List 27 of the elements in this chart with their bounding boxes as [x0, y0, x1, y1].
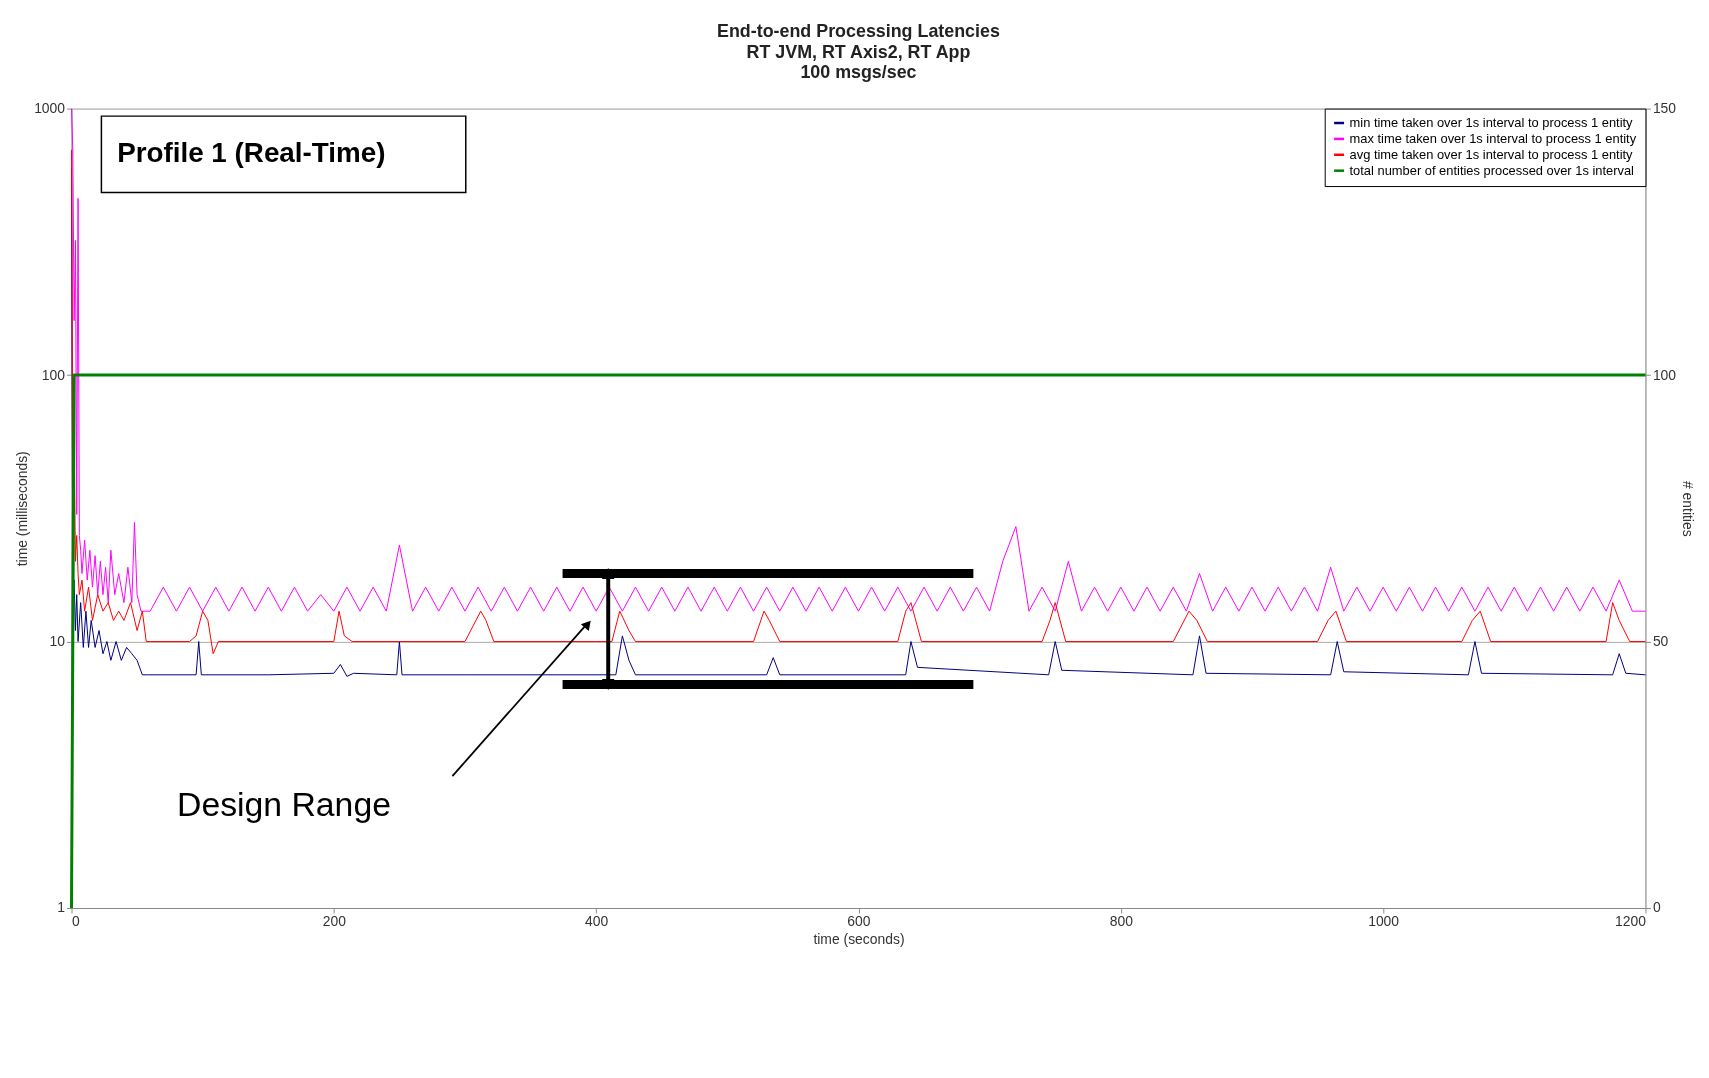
- y-tick-label: 1000: [34, 100, 66, 117]
- x-tick-label: 0: [71, 913, 80, 930]
- y-tick-label: 100: [41, 366, 66, 383]
- annotation: Profile 1 (Real-Time): [117, 137, 386, 169]
- x-tick-label: 800: [1109, 913, 1134, 930]
- y2-tick-label: 150: [1652, 100, 1677, 117]
- chart-subtitle: RT JVM, RT Axis2, RT App 100 msgs/sec: [746, 41, 971, 82]
- annotation: Design Range: [177, 785, 391, 824]
- x-tick-label: 400: [585, 913, 609, 930]
- y-tick-label: 10: [49, 633, 66, 649]
- legend-label: avg time taken over 1s interval to process 1 entity: [1349, 146, 1634, 162]
- y2-tick-label: 100: [1652, 366, 1677, 383]
- legend-label: max time taken over 1s interval to process 1 entity: [1349, 130, 1637, 146]
- x-tick-label: 600: [847, 913, 871, 930]
- y2-tick-label: 0: [1652, 899, 1661, 916]
- y2-tick-label: 50: [1652, 633, 1669, 649]
- legend-label: total number of entities processed over 1s interval: [1349, 162, 1634, 178]
- y2-axis-title: # entities: [1680, 480, 1697, 537]
- chart-title: End-to-end Processing Latencies: [717, 21, 1000, 42]
- x-tick-label: 1000: [1368, 913, 1400, 930]
- y-tick-label: 1: [57, 899, 66, 916]
- x-tick-label: 1200: [1615, 913, 1647, 930]
- x-tick-label: 200: [322, 913, 347, 930]
- x-axis-title: time (seconds): [813, 931, 905, 948]
- legend-label: min time taken over 1s interval to process 1 entity: [1349, 114, 1634, 130]
- line-series: [71, 108, 1646, 612]
- y-axis-title: time (milliseconds): [14, 451, 31, 567]
